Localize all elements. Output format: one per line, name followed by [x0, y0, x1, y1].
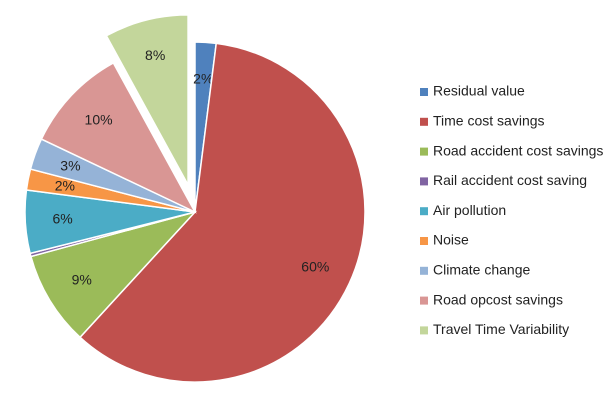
legend-swatch [420, 88, 428, 96]
legend-label: Residual value [433, 83, 525, 99]
legend-label: Noise [433, 232, 469, 248]
legend-swatch [420, 237, 428, 245]
legend-swatch [420, 117, 428, 126]
legend-swatch [420, 266, 428, 275]
data-label: 10% [85, 112, 113, 128]
pie-slice [40, 61, 197, 214]
legend-swatch [420, 207, 428, 216]
legend-label: Road opcost savings [433, 291, 563, 307]
data-label: 2% [55, 177, 75, 193]
legend-label: Climate change [433, 262, 530, 278]
pie-slice [105, 14, 189, 186]
data-label: 8% [145, 47, 165, 63]
legend-swatch [420, 177, 428, 186]
legend-label: Road accident cost savings [433, 142, 603, 158]
data-label: 9% [72, 272, 92, 288]
data-label: 3% [60, 157, 80, 173]
legend-label: Time cost savings [433, 113, 545, 129]
legend-swatch [420, 147, 428, 156]
data-label: 60% [301, 258, 329, 274]
data-label: 6% [53, 210, 73, 226]
legend-label: Travel Time Variability [433, 321, 569, 337]
data-label: 2% [193, 70, 213, 86]
legend-label: Rail accident cost saving [433, 172, 587, 188]
pie-slice [29, 210, 198, 339]
pie-slice [79, 42, 366, 383]
legend-swatch [420, 296, 428, 305]
legend-swatch [420, 326, 428, 335]
legend-label: Air pollution [433, 202, 506, 218]
